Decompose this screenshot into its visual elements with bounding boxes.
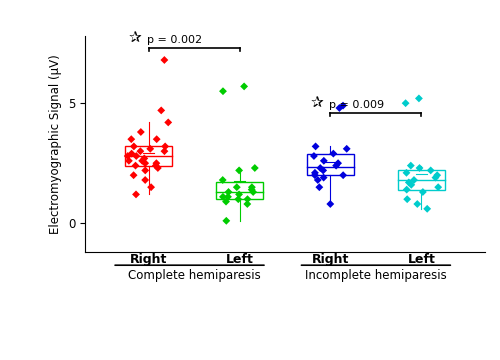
- Text: Complete hemiparesis: Complete hemiparesis: [128, 269, 260, 282]
- Point: [402, 100, 409, 106]
- Point: [244, 196, 252, 202]
- Point: [251, 165, 259, 171]
- Point: [128, 151, 136, 157]
- Point: [130, 144, 138, 149]
- Point: [320, 158, 328, 164]
- Point: [219, 88, 227, 94]
- Point: [235, 192, 243, 197]
- Point: [312, 144, 320, 149]
- Point: [219, 194, 227, 200]
- Point: [137, 129, 145, 135]
- Point: [311, 172, 319, 178]
- Point: [342, 146, 350, 152]
- Point: [140, 156, 148, 161]
- Point: [336, 105, 344, 111]
- Point: [222, 199, 230, 204]
- Point: [408, 182, 416, 188]
- Text: ✰: ✰: [128, 30, 141, 45]
- Text: ✰: ✰: [310, 95, 323, 110]
- Point: [161, 144, 169, 149]
- Bar: [307, 154, 354, 175]
- Bar: [216, 182, 263, 199]
- Point: [326, 201, 334, 207]
- Point: [339, 172, 347, 178]
- Point: [310, 153, 318, 159]
- Point: [124, 153, 132, 159]
- Point: [235, 167, 243, 173]
- Point: [218, 177, 226, 183]
- Point: [407, 163, 415, 168]
- Point: [416, 165, 424, 171]
- Point: [130, 172, 138, 178]
- Bar: [125, 147, 172, 166]
- Point: [132, 153, 140, 159]
- Point: [414, 201, 422, 207]
- Point: [314, 177, 322, 183]
- Point: [423, 206, 431, 212]
- Point: [233, 184, 241, 190]
- Point: [132, 163, 140, 168]
- Point: [434, 184, 442, 190]
- Point: [136, 148, 144, 154]
- Point: [415, 95, 423, 101]
- Point: [248, 187, 256, 193]
- Point: [244, 201, 252, 207]
- Point: [224, 194, 232, 200]
- Text: p = 0.002: p = 0.002: [147, 35, 202, 45]
- Point: [152, 136, 160, 142]
- Point: [146, 146, 154, 152]
- Text: Right: Right: [312, 253, 349, 266]
- Point: [222, 218, 230, 224]
- Point: [405, 180, 413, 185]
- Point: [402, 170, 410, 176]
- Point: [142, 167, 150, 173]
- Point: [432, 175, 440, 180]
- Text: p = 0.009: p = 0.009: [328, 100, 384, 110]
- Point: [403, 196, 411, 202]
- Point: [160, 57, 168, 63]
- Point: [316, 184, 324, 190]
- Point: [334, 160, 342, 166]
- Y-axis label: Electromyographic Signal (μV): Electromyographic Signal (μV): [50, 54, 62, 234]
- Text: Left: Left: [226, 253, 254, 266]
- Point: [152, 160, 160, 166]
- Point: [141, 177, 149, 183]
- Point: [419, 189, 427, 195]
- Point: [332, 163, 340, 168]
- Point: [164, 120, 172, 125]
- Point: [141, 160, 149, 166]
- Text: Incomplete hemiparesis: Incomplete hemiparesis: [305, 269, 447, 282]
- Text: Right: Right: [130, 253, 168, 266]
- Point: [157, 108, 165, 113]
- Point: [160, 148, 168, 154]
- Point: [154, 165, 162, 171]
- Point: [319, 167, 327, 173]
- Point: [339, 103, 347, 108]
- Point: [249, 189, 257, 195]
- Point: [152, 163, 160, 168]
- Point: [330, 151, 338, 157]
- Point: [316, 165, 324, 171]
- Bar: [398, 170, 445, 190]
- Point: [410, 177, 418, 183]
- Point: [224, 189, 232, 195]
- Point: [402, 187, 410, 193]
- Point: [132, 192, 140, 197]
- Point: [138, 158, 146, 164]
- Point: [248, 184, 256, 190]
- Point: [125, 158, 133, 164]
- Point: [311, 170, 319, 176]
- Point: [147, 184, 155, 190]
- Point: [128, 136, 136, 142]
- Point: [240, 84, 248, 89]
- Point: [426, 167, 434, 173]
- Point: [234, 196, 242, 202]
- Text: Left: Left: [408, 253, 436, 266]
- Point: [320, 175, 328, 180]
- Point: [433, 172, 441, 178]
